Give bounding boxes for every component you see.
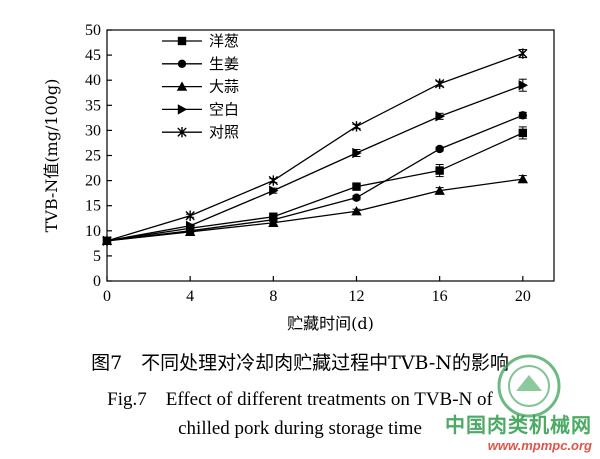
watermark-logo-icon	[497, 354, 561, 418]
legend-label: 生姜	[209, 55, 239, 73]
series-line	[106, 132, 524, 242]
y-tick-label: 45	[85, 47, 101, 64]
data-point	[351, 206, 362, 216]
data-point	[434, 78, 445, 89]
data-point	[434, 185, 445, 195]
data-point	[268, 217, 279, 227]
legend-marker	[177, 59, 187, 68]
data-point	[184, 226, 196, 237]
series-layer	[101, 48, 529, 247]
data-point	[185, 210, 195, 221]
figure-caption-chinese: 图7 不同处理对冷却肉贮藏过程中TVB-N的影响	[91, 352, 509, 374]
series-circle	[102, 111, 528, 246]
legend-marker	[177, 36, 187, 46]
y-tick-label: 50	[85, 22, 101, 39]
data-point	[352, 193, 361, 202]
data-point	[352, 182, 361, 191]
data-point	[102, 235, 112, 247]
figure-caption-english-line1: Fig.7 Effect of different treatments on …	[107, 389, 493, 410]
data-point	[517, 173, 529, 184]
legend-marker	[177, 104, 188, 115]
y-axis: 0 5 10 15 20 25 30 35 40 45 50	[85, 22, 112, 290]
series-line	[106, 84, 524, 242]
data-point	[518, 128, 528, 138]
data-point	[518, 48, 528, 59]
x-tick-label: 4	[186, 288, 194, 305]
legend-marker	[176, 81, 188, 91]
legend-marker	[177, 127, 187, 138]
data-point	[435, 144, 444, 154]
data-point	[185, 220, 196, 231]
legend-label: 对照	[209, 123, 239, 141]
y-tick-label: 30	[85, 122, 101, 139]
x-tick-label: 8	[269, 288, 277, 305]
data-point	[518, 80, 529, 91]
data-point	[518, 111, 528, 120]
series-line	[106, 52, 524, 242]
x-tick-label: 16	[432, 288, 448, 305]
plot-frame	[106, 29, 555, 282]
x-tick-label: 0	[103, 288, 111, 305]
watermark-url: www.mpmpc.org	[487, 438, 592, 453]
x-tick-label: 20	[515, 288, 531, 305]
legend-label: 洋葱	[209, 32, 239, 50]
legend-label: 空白	[209, 100, 239, 118]
y-tick-label: 25	[85, 148, 101, 165]
figure-caption-english-line2: chilled pork during storage time	[178, 418, 422, 439]
x-tick-label: 12	[348, 288, 364, 305]
watermark: 中国肉类机械网 www.mpmpc.org	[445, 409, 592, 453]
y-tick-label: 35	[85, 97, 101, 114]
series-square	[102, 126, 528, 246]
y-tick-label: 10	[85, 223, 101, 240]
series-star	[102, 48, 528, 247]
x-axis: 0 4 8 12 16 20	[103, 276, 531, 305]
data-point	[268, 175, 279, 186]
series-triangle	[101, 173, 529, 246]
plot-area	[106, 29, 555, 282]
series-triangle-right	[102, 78, 529, 247]
y-tick-label: 15	[85, 198, 101, 215]
watermark-site-name: 中国肉类机械网	[445, 413, 592, 437]
data-point	[351, 121, 362, 132]
x-axis-title: 贮藏时间(d)	[287, 314, 374, 333]
tvbn-line-chart: 0 4 8 12 16 20 0 5 10 15 20 25 30 35 40 45 50 洋葱生姜大蒜空白对…	[42, 22, 555, 333]
y-tick-label: 40	[85, 72, 101, 89]
series-line	[106, 114, 524, 242]
y-axis-title: TVB-N值(mg/100g)	[42, 79, 61, 233]
y-tick-label: 0	[93, 273, 101, 290]
y-tick-label: 20	[85, 173, 101, 190]
series-line	[106, 178, 523, 242]
data-point	[269, 185, 279, 196]
data-point	[352, 147, 362, 159]
data-point	[435, 111, 445, 122]
data-point	[435, 166, 444, 175]
legend-label: 大蒜	[209, 78, 239, 96]
y-tick-label: 5	[93, 248, 101, 265]
